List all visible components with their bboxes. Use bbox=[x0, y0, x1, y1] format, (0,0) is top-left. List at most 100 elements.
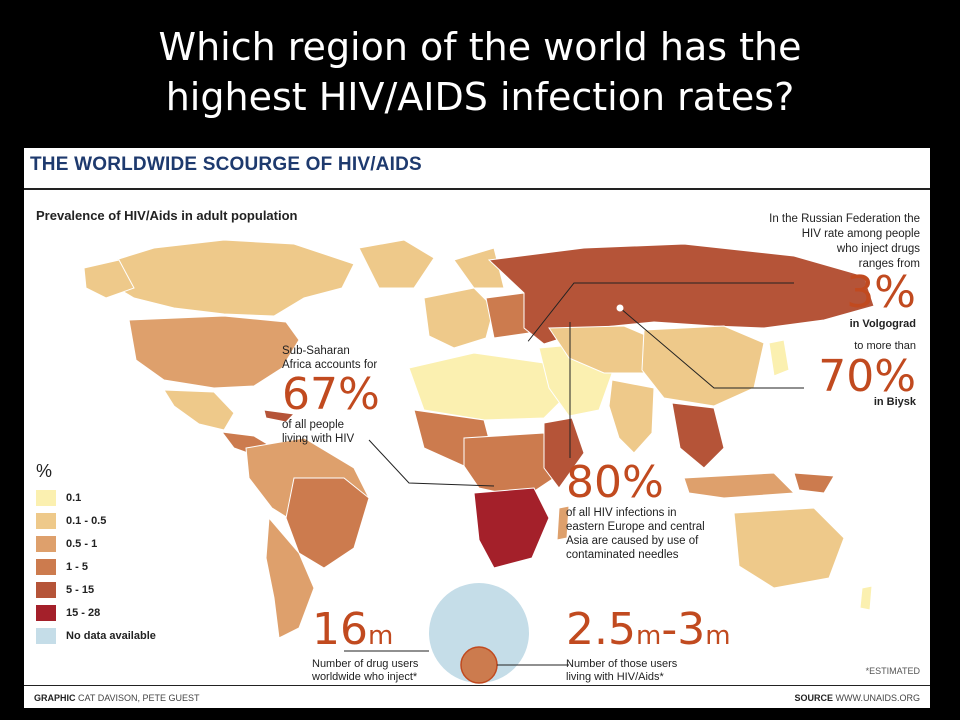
needles-note: 80% of all HIV infections in eastern Eur… bbox=[566, 460, 705, 562]
needles-line-2: eastern Europe and central bbox=[566, 521, 705, 533]
drug-users-figure: 16m bbox=[312, 608, 418, 658]
legend-item-1: 0.1 bbox=[36, 486, 156, 509]
graphic-credit-names: CAT DAVISON, PETE GUEST bbox=[78, 693, 200, 703]
region-south-america-south bbox=[265, 516, 315, 639]
russia-note: In the Russian Federation the HIV rate a… bbox=[700, 212, 920, 272]
region-china bbox=[641, 325, 765, 407]
volgograd-label: in Volgograd bbox=[849, 318, 916, 330]
legend-heading: % bbox=[36, 461, 53, 481]
hiv-users-line-2: living with HIV/Aids* bbox=[566, 671, 664, 683]
legend-label-3: 0.5 - 1 bbox=[66, 537, 98, 550]
top-rule bbox=[24, 188, 930, 190]
pointer-biysk bbox=[619, 307, 804, 389]
graphic-label: GRAPHIC bbox=[34, 693, 76, 703]
legend-swatch-6 bbox=[36, 604, 56, 621]
legend-label-4: 1 - 5 bbox=[66, 560, 89, 573]
legend-item-5: 5 - 15 bbox=[36, 578, 156, 601]
needles-line-3: Asia are caused by use of bbox=[566, 535, 699, 547]
region-russia bbox=[487, 243, 875, 345]
volgograd-value: 3% bbox=[846, 267, 916, 318]
biysk-label: in Biysk bbox=[873, 396, 916, 408]
needles-line-1: of all HIV infections in bbox=[566, 507, 677, 519]
infographic: THE WORLDWIDE SCOURGE OF HIV/AIDS Preval… bbox=[24, 148, 930, 708]
drug-users-line-1: Number of drug users bbox=[312, 658, 419, 670]
russia-note-line-3: who inject drugs bbox=[836, 243, 920, 255]
source-credit: SOURCE WWW.UNAIDS.ORG bbox=[794, 693, 920, 703]
region-southeast-asia bbox=[671, 402, 725, 469]
africa-intro-line-1: Sub-Saharan bbox=[282, 345, 350, 357]
region-india bbox=[608, 379, 655, 454]
region-japan bbox=[768, 339, 790, 377]
volgograd-marker bbox=[522, 340, 530, 348]
russia-note-line-2: HIV rate among people bbox=[801, 228, 920, 240]
drug-users-line-2: worldwide who inject* bbox=[312, 671, 418, 683]
source-url: WWW.UNAIDS.ORG bbox=[835, 693, 921, 703]
legend-item-2: 0.1 - 0.5 bbox=[36, 509, 156, 532]
legend-label-6: 15 - 28 bbox=[66, 606, 101, 619]
drug-users-value: 16 bbox=[312, 604, 368, 655]
legend-swatch-3 bbox=[36, 535, 56, 552]
region-east-africa bbox=[543, 417, 585, 489]
world-map bbox=[83, 239, 875, 684]
hiv-users-note: 2.5m-3m Number of those users living wit… bbox=[566, 608, 731, 684]
region-greenland bbox=[358, 239, 435, 289]
hiv-users-dash: - bbox=[661, 604, 678, 655]
bottom-rule bbox=[24, 685, 930, 686]
biysk-marker bbox=[616, 304, 624, 312]
legend-label-5: 5 - 15 bbox=[66, 583, 95, 596]
drug-users-unit: m bbox=[368, 621, 394, 651]
source-label: SOURCE bbox=[794, 693, 833, 703]
legend-swatch-4 bbox=[36, 558, 56, 575]
legend-item-3: 0.5 - 1 bbox=[36, 532, 156, 555]
pointer-volgograd bbox=[525, 282, 794, 345]
africa-tail-line-1: of all people bbox=[282, 419, 345, 431]
legend-label-1: 0.1 bbox=[66, 491, 82, 504]
legend-item-4: 1 - 5 bbox=[36, 555, 156, 578]
legend-swatch-1 bbox=[36, 489, 56, 506]
region-australia bbox=[733, 507, 845, 589]
hiv-users-value-b: 3 bbox=[677, 604, 706, 655]
legend-item-7: No data available bbox=[36, 624, 156, 647]
region-eastern-europe bbox=[485, 292, 530, 339]
region-central-africa bbox=[463, 432, 555, 499]
region-western-europe bbox=[423, 287, 495, 349]
slide-title-line-2: highest HIV/AIDS infection rates? bbox=[165, 75, 795, 119]
russia-note-line-4: ranges from bbox=[858, 258, 920, 270]
africa-note: Sub-Saharan Africa accounts for 67% of a… bbox=[282, 344, 380, 446]
slide-title-line-1: Which region of the world has the bbox=[158, 25, 802, 69]
legend: % 0.1 0.1 - 0.5 0.5 - 1 1 - 5 5 - 15 15 … bbox=[36, 461, 156, 647]
region-new-zealand bbox=[859, 585, 873, 611]
graphic-credit: GRAPHIC CAT DAVISON, PETE GUEST bbox=[34, 693, 200, 703]
drug-users-note: 16m Number of drug users worldwide who i… bbox=[312, 608, 418, 684]
legend-swatch-2 bbox=[36, 512, 56, 529]
estimated-note: *ESTIMATED bbox=[865, 666, 920, 676]
region-canada bbox=[95, 239, 355, 317]
region-indonesia bbox=[683, 472, 796, 499]
region-scandinavia bbox=[453, 247, 505, 289]
africa-value: 67% bbox=[282, 369, 380, 420]
africa-intro-line-2: Africa accounts for bbox=[282, 359, 378, 371]
slide-title: Which region of the world has the highes… bbox=[0, 22, 960, 122]
more-than-label: to more than bbox=[854, 340, 916, 352]
region-mexico bbox=[163, 389, 235, 431]
hiv-users-unit-a: m bbox=[635, 621, 662, 651]
drug-users-circle bbox=[429, 583, 529, 683]
region-southern-africa bbox=[473, 487, 550, 569]
legend-label-7: No data available bbox=[66, 629, 156, 642]
region-brazil bbox=[285, 477, 370, 569]
hiv-users-figure: 2.5m-3m bbox=[566, 608, 731, 658]
pointer-africa bbox=[368, 439, 495, 487]
region-caribbean bbox=[263, 409, 296, 423]
region-alaska bbox=[83, 259, 135, 299]
hiv-users-unit-b: m bbox=[705, 621, 731, 651]
africa-tail-line-2: living with HIV bbox=[282, 433, 355, 445]
legend-item-6: 15 - 28 bbox=[36, 601, 156, 624]
region-madagascar bbox=[556, 505, 570, 541]
region-usa bbox=[128, 315, 300, 389]
legend-swatch-5 bbox=[36, 581, 56, 598]
needles-value: 80% bbox=[566, 457, 664, 508]
needles-line-4: contaminated needles bbox=[566, 549, 679, 561]
hiv-users-circle bbox=[460, 646, 498, 684]
region-north-africa bbox=[408, 352, 565, 421]
legend-label-2: 0.1 - 0.5 bbox=[66, 514, 107, 527]
